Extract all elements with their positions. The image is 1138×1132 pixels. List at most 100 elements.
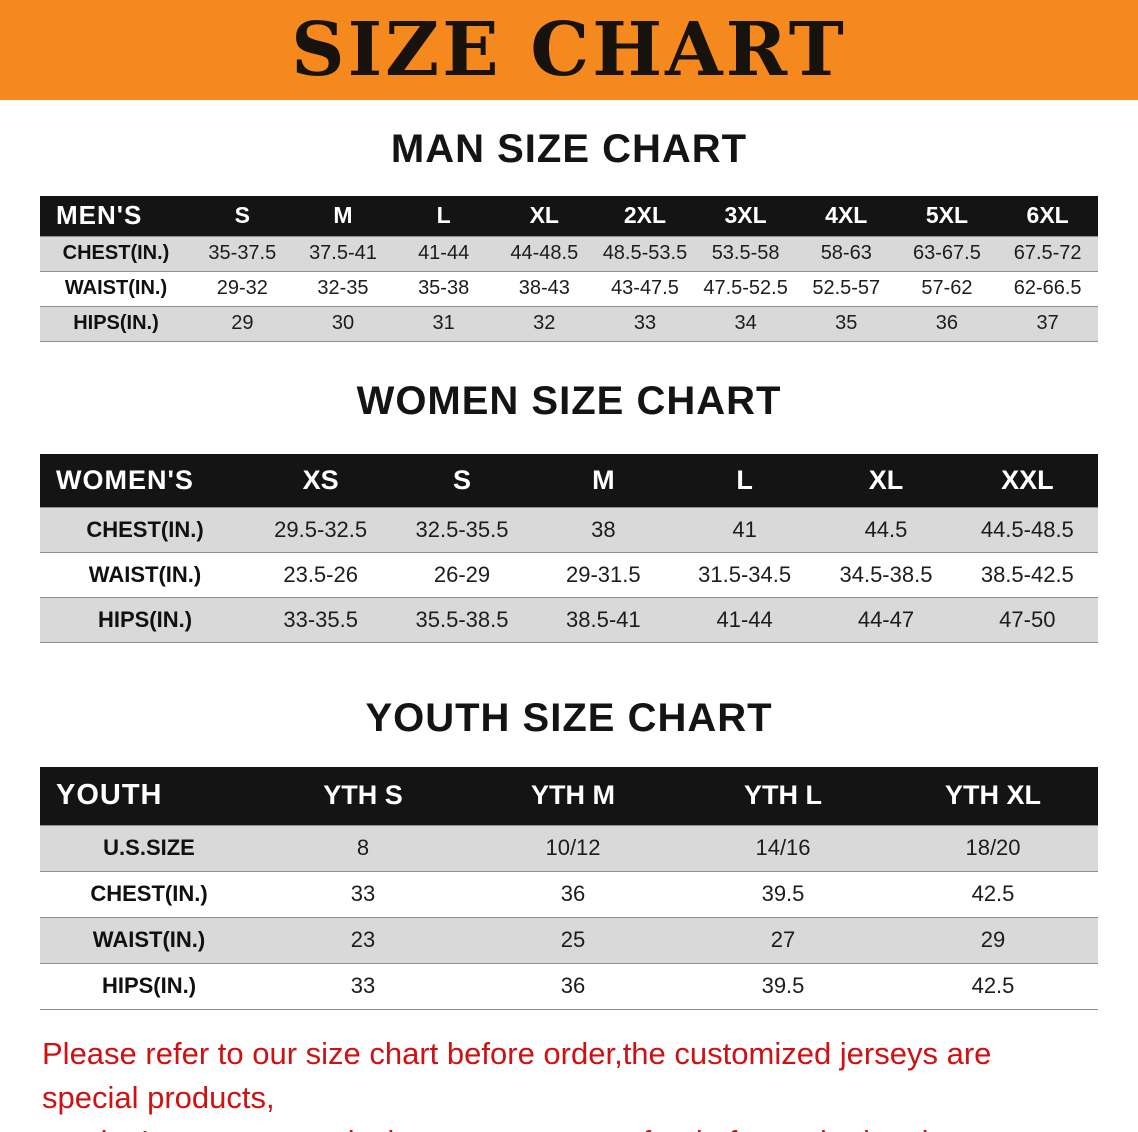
table-cell: 41-44 <box>716 607 773 632</box>
banner: SIZE CHART <box>0 0 1138 100</box>
table-cell: 8 <box>356 835 370 860</box>
men-size-table: MEN'S S M L XL 2XL 3XL 4XL 5XL 6XL CHEST(IN.) 35-37… <box>40 196 1098 342</box>
page-title: SIZE CHART <box>291 7 847 93</box>
disclaimer-line-1: Please refer to our size chart before or… <box>42 1035 992 1115</box>
row-label: U.S.SIZE <box>103 835 195 860</box>
column-header: XXL <box>956 453 1098 508</box>
youth-size-table: YOUTH YTH S YTH M YTH L YTH XL U.S.SIZE 8 10/12… <box>40 767 1098 1010</box>
column-header: 4XL <box>795 196 897 236</box>
table-cell: 41-44 <box>418 242 470 264</box>
table-cell: 29 <box>980 927 1006 952</box>
table-cell: 35-37.5 <box>208 242 277 264</box>
table-row: HIPS(IN.) 33-35.5 35.5-38.5 38.5-41 41-44 44-… <box>40 597 1098 643</box>
table-cell: 34 <box>734 312 757 334</box>
table-cell: 47.5-52.5 <box>703 277 788 299</box>
column-header: YTH L <box>678 767 888 825</box>
table-cell: 18/20 <box>965 835 1021 860</box>
row-label: HIPS(IN.) <box>73 312 159 334</box>
table-cell: 33 <box>350 881 376 906</box>
table-cell: 35.5-38.5 <box>415 607 509 632</box>
table-row: CHEST(IN.) 29.5-32.5 32.5-35.5 38 41 44.5 44.5… <box>40 507 1098 553</box>
column-header: YTH S <box>258 767 468 825</box>
disclaimer-line-2: we don't accept cancel, change, teturn o… <box>42 1120 1096 1132</box>
table-cell: 44-47 <box>857 607 915 632</box>
table-cell: 35-38 <box>418 277 470 299</box>
table-cell: 44.5 <box>864 517 908 542</box>
table-cell: 25 <box>560 927 586 952</box>
table-cell: 44-48.5 <box>510 242 579 264</box>
column-header: 3XL <box>695 196 796 236</box>
row-label: WAIST(IN.) <box>92 927 206 952</box>
table-header-row: YOUTH YTH S YTH M YTH L YTH XL <box>40 767 1098 825</box>
column-header: L <box>673 453 816 508</box>
column-header: S <box>391 453 533 508</box>
table-cell: 38-43 <box>518 277 570 299</box>
table-row: CHEST(IN.) 33 36 39.5 42.5 <box>40 871 1098 917</box>
table-cell: 42.5 <box>971 973 1015 998</box>
men-section-heading: MAN SIZE CHART <box>390 127 748 171</box>
table-cell: 27 <box>770 927 796 952</box>
table-row: CHEST(IN.) 35-37.5 37.5-41 41-44 44-48.5 48.5… <box>40 236 1098 271</box>
column-header: 6XL <box>997 196 1098 236</box>
table-cell: 42.5 <box>971 881 1015 906</box>
table-corner-label: YOUTH <box>40 767 258 825</box>
table-cell: 44.5-48.5 <box>980 517 1074 542</box>
column-header: 5XL <box>896 196 998 236</box>
table-cell: 63-67.5 <box>913 242 981 264</box>
table-cell: 33-35.5 <box>283 607 358 632</box>
table-cell: 47-50 <box>999 607 1056 632</box>
column-header: XS <box>250 453 392 508</box>
row-label: CHEST(IN.) <box>62 242 170 264</box>
table-cell: 41 <box>732 517 757 542</box>
row-label: HIPS(IN.) <box>97 607 193 632</box>
table-cell: 37.5-41 <box>309 242 377 264</box>
column-header: YTH M <box>468 767 678 825</box>
column-header: L <box>393 196 494 236</box>
table-cell: 37 <box>1036 312 1059 334</box>
table-header-row: MEN'S S M L XL 2XL 3XL 4XL 5XL 6XL <box>40 196 1098 236</box>
table-cell: 52.5-57 <box>812 277 881 299</box>
table-cell: 31 <box>432 312 455 334</box>
row-label: CHEST(IN.) <box>86 517 204 542</box>
column-header: 2XL <box>594 196 696 236</box>
table-cell: 14/16 <box>755 835 811 860</box>
column-header: M <box>532 453 674 508</box>
table-cell: 38 <box>591 517 616 542</box>
youth-section: YOUTH SIZE CHART YOUTH YTH S YTH M YTH L YTH… <box>0 695 1138 1010</box>
table-cell: 36 <box>560 881 586 906</box>
table-cell: 32 <box>533 312 556 334</box>
column-header: S <box>192 196 293 236</box>
table-cell: 67.5-72 <box>1013 242 1082 264</box>
column-header: XL <box>815 453 957 508</box>
column-header: YTH XL <box>888 767 1098 825</box>
table-cell: 38.5-41 <box>566 607 641 632</box>
table-cell: 38.5-42.5 <box>980 562 1074 587</box>
table-cell: 10/12 <box>545 835 601 860</box>
men-section: MAN SIZE CHART MEN'S S M L XL 2XL 3XL 4XL 5XL 6XL… <box>0 126 1138 342</box>
table-cell: 30 <box>331 312 355 334</box>
table-cell: 32.5-35.5 <box>415 517 509 542</box>
table-cell: 26-29 <box>433 562 491 587</box>
table-cell: 36 <box>935 312 959 334</box>
table-cell: 31.5-34.5 <box>698 562 792 587</box>
table-cell: 39.5 <box>761 881 805 906</box>
women-section: WOMEN SIZE CHART WOMEN'S XS S M L XL XXL CHEST(… <box>0 378 1138 644</box>
table-cell: 36 <box>560 973 586 998</box>
table-cell: 32-35 <box>317 277 369 299</box>
table-cell: 35 <box>835 312 858 334</box>
table-cell: 62-66.5 <box>1013 277 1082 299</box>
women-section-heading: WOMEN SIZE CHART <box>356 378 782 423</box>
table-cell: 29-31.5 <box>566 562 641 587</box>
table-cell: 33 <box>350 973 376 998</box>
table-cell: 58-63 <box>820 242 872 264</box>
table-row: WAIST(IN.) 23 25 27 29 <box>40 917 1098 963</box>
row-label: WAIST(IN.) <box>64 277 168 299</box>
table-row: WAIST(IN.) 29-32 32-35 35-38 38-43 43-47.5 47.… <box>40 271 1098 306</box>
table-cell: 39.5 <box>761 973 805 998</box>
table-cell: 34.5-38.5 <box>839 562 933 587</box>
column-header: XL <box>493 196 595 236</box>
table-cell: 53.5-58 <box>711 242 780 264</box>
women-size-table: WOMEN'S XS S M L XL XXL CHEST(IN.) 29.5-32.5 32.5… <box>40 453 1098 644</box>
row-label: HIPS(IN.) <box>101 973 197 998</box>
